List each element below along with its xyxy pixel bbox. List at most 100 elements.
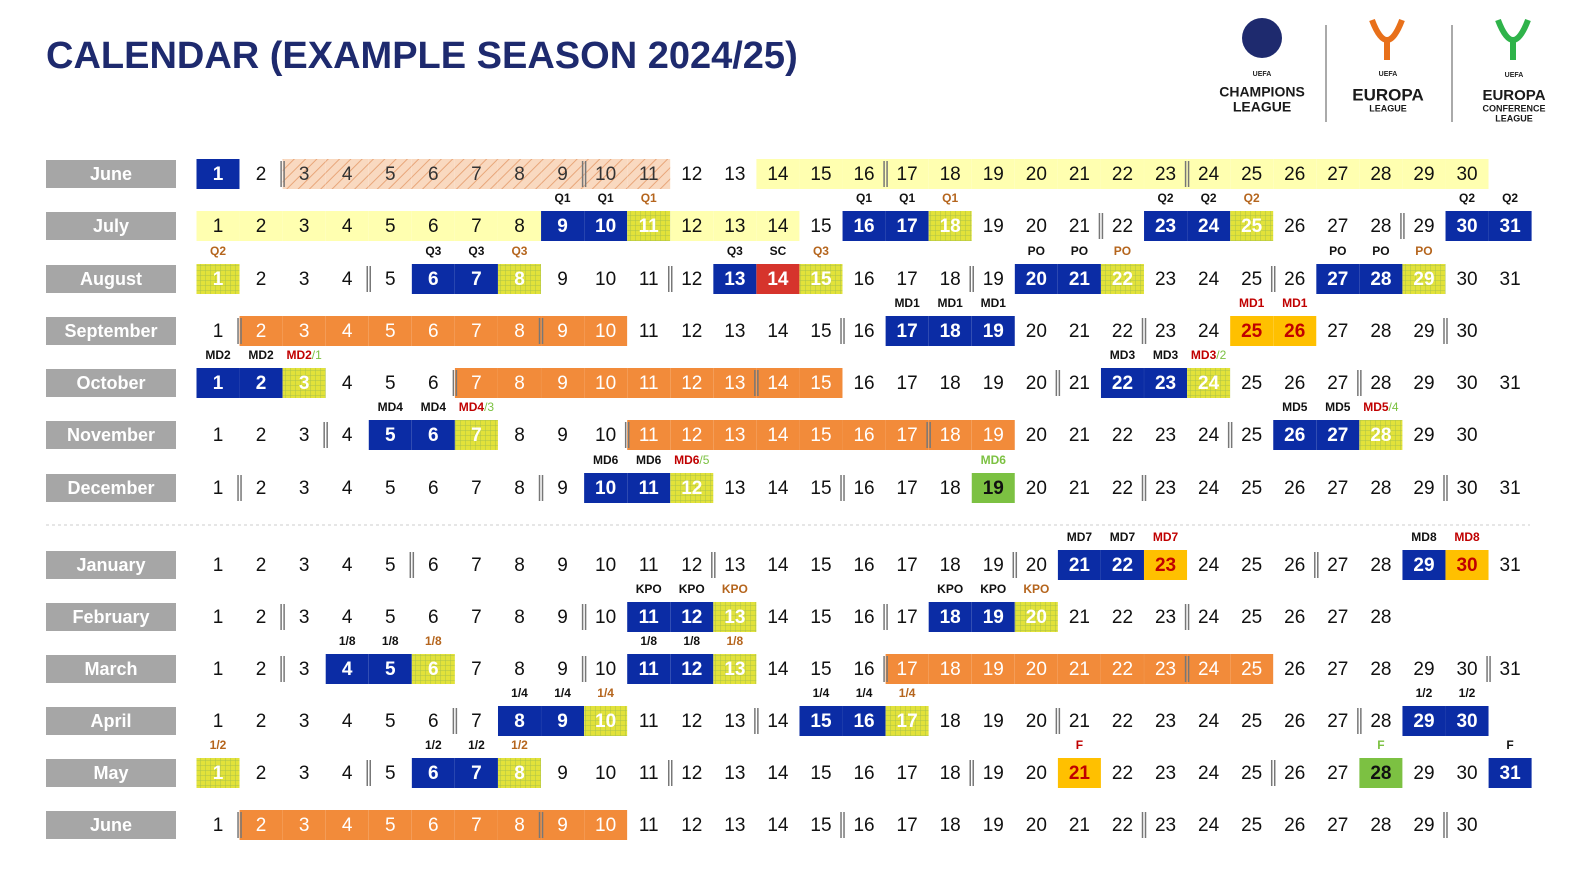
day-number: 22	[1112, 425, 1133, 446]
day-number: 8	[514, 478, 525, 499]
match-label: F	[1076, 738, 1083, 752]
day-number: 7	[471, 607, 482, 628]
day-number: 22	[1112, 659, 1133, 680]
match-label: MD7	[1153, 530, 1179, 544]
day-cell	[239, 368, 283, 398]
day-cell	[282, 211, 326, 241]
day-number: 4	[342, 659, 353, 680]
day-number: 25	[1241, 815, 1262, 836]
day-cell	[541, 810, 585, 840]
month-name: May	[93, 763, 128, 783]
logo-uefa: UEFA	[1253, 71, 1272, 78]
day-cell	[928, 420, 972, 450]
day-number: 21	[1069, 164, 1090, 185]
day-number: 11	[639, 763, 659, 784]
day-number: 24	[1198, 425, 1220, 446]
day-number: 21	[1069, 815, 1090, 836]
match-label: Q2	[1459, 191, 1475, 205]
day-number: 10	[595, 711, 616, 732]
day-number: 3	[299, 555, 310, 576]
match-label: MD6	[981, 453, 1007, 467]
day-cell	[1100, 159, 1144, 189]
day-cell	[325, 810, 369, 840]
day-cell	[713, 211, 757, 241]
day-number: 11	[639, 164, 659, 185]
day-number: 2	[256, 478, 267, 499]
day-number: 17	[897, 164, 918, 185]
day-cell	[1014, 159, 1058, 189]
day-number: 11	[639, 607, 660, 628]
day-number: 15	[810, 555, 831, 576]
day-number: 17	[897, 659, 918, 680]
match-label: MD1	[938, 296, 964, 310]
day-number: 27	[1327, 478, 1348, 499]
day-number: 28	[1370, 763, 1391, 784]
day-number: 13	[724, 269, 745, 290]
day-number: 12	[681, 321, 702, 342]
month-name: January	[76, 555, 145, 575]
match-label: MD3/2	[1191, 348, 1227, 362]
day-cell	[584, 473, 628, 503]
day-number: 11	[639, 711, 659, 732]
day-number: 26	[1284, 269, 1305, 290]
day-cell	[1359, 758, 1403, 788]
day-cell	[627, 159, 671, 189]
day-number: 3	[299, 216, 310, 237]
day-number: 26	[1284, 711, 1305, 732]
day-number: 4	[342, 478, 353, 499]
day-cell	[325, 316, 369, 346]
logo-line: LEAGUE	[1233, 99, 1291, 115]
day-cell	[971, 420, 1015, 450]
day-number: 26	[1284, 607, 1305, 628]
day-number: 18	[940, 373, 961, 394]
match-label: 1/2	[210, 738, 227, 752]
day-number: 9	[557, 216, 568, 237]
day-number: 12	[681, 269, 702, 290]
match-label: PO	[1028, 244, 1045, 258]
day-number: 14	[767, 425, 789, 446]
match-label: 1/4	[597, 686, 614, 700]
day-number: 20	[1026, 555, 1047, 576]
month-name: December	[67, 478, 154, 498]
day-number: 29	[1413, 164, 1434, 185]
day-number: 29	[1413, 478, 1434, 499]
day-cell	[756, 159, 800, 189]
day-number: 8	[514, 763, 525, 784]
day-cell	[670, 654, 714, 684]
day-number: 18	[940, 321, 961, 342]
day-number: 22	[1112, 763, 1133, 784]
day-number: 25	[1241, 269, 1262, 290]
day-cell	[885, 159, 929, 189]
day-number: 20	[1026, 164, 1047, 185]
day-number: 28	[1370, 269, 1391, 290]
day-number: 24	[1198, 815, 1220, 836]
month-box	[46, 551, 176, 579]
day-cell	[282, 316, 326, 346]
day-cell	[1273, 159, 1317, 189]
day-number: 23	[1155, 164, 1176, 185]
day-number: 23	[1155, 555, 1176, 576]
day-cell	[497, 758, 541, 788]
day-cell	[497, 316, 541, 346]
day-cell	[411, 654, 455, 684]
day-cell	[325, 211, 369, 241]
day-number: 26	[1284, 555, 1305, 576]
day-cell	[756, 420, 800, 450]
match-label: MD7	[1110, 530, 1136, 544]
day-cell	[713, 420, 757, 450]
month-name: June	[90, 164, 132, 184]
day-cell	[196, 159, 240, 189]
day-number: 26	[1284, 659, 1305, 680]
day-number: 26	[1284, 478, 1305, 499]
match-label: 1/8	[382, 634, 399, 648]
day-number: 2	[256, 555, 267, 576]
day-cell	[799, 264, 843, 294]
month-name: March	[84, 659, 137, 679]
day-number: 23	[1155, 815, 1176, 836]
day-cell	[1273, 316, 1317, 346]
day-number: 27	[1327, 164, 1348, 185]
day-number: 2	[256, 763, 267, 784]
match-label: MD6	[636, 453, 662, 467]
day-cell	[584, 316, 628, 346]
day-number: 21	[1069, 555, 1091, 576]
